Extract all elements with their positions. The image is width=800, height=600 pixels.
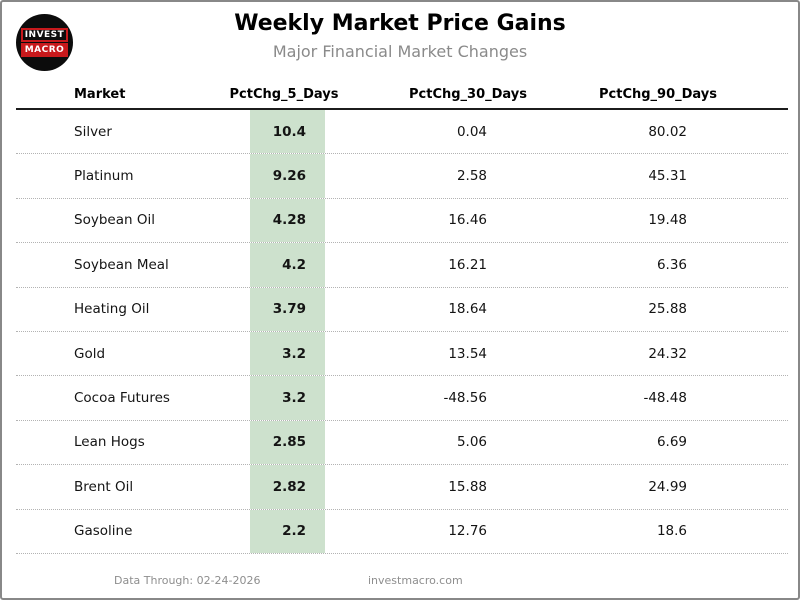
pctchg-5-value: 9.26 xyxy=(250,154,325,198)
table-row: Gasoline 2.2 12.76 18.6 xyxy=(16,509,788,554)
pctchg-30-value: 16.21 xyxy=(448,256,487,273)
market-name: Soybean Meal xyxy=(74,256,169,273)
table-row: Brent Oil 2.82 15.88 24.99 xyxy=(16,465,788,510)
website-label: investmacro.com xyxy=(368,574,463,587)
pctchg-5-value: 4.28 xyxy=(250,198,325,243)
pctchg-30-value: 2.58 xyxy=(456,168,487,185)
pctchg-30-value: 0.04 xyxy=(456,123,487,140)
data-through-label: Data Through: 02-24-2026 xyxy=(114,574,261,587)
pctchg-30-value: 13.54 xyxy=(448,345,487,362)
pctchg-5-value: 4.2 xyxy=(250,243,325,287)
pctchg-5-value: 3.2 xyxy=(250,376,325,420)
pctchg-30-value: 18.64 xyxy=(448,301,487,318)
logo-macro-text: MACRO xyxy=(20,43,69,58)
market-name: Platinum xyxy=(74,168,134,185)
table-column-headers: Market PctChg_5_Days PctChg_30_Days PctC… xyxy=(2,87,798,109)
column-header-pctchg-90-days: PctChg_90_Days xyxy=(598,87,718,102)
pctchg-5-value: 3.2 xyxy=(250,331,325,376)
pctchg-90-value: 18.6 xyxy=(656,523,687,540)
pctchg-30-value: 16.46 xyxy=(448,212,487,229)
table-row: Soybean Meal 4.2 16.21 6.36 xyxy=(16,243,788,288)
pctchg-5-value: 2.82 xyxy=(250,465,325,509)
pctchg-5-value: 2.85 xyxy=(250,420,325,465)
table-row: Cocoa Futures 3.2 -48.56 -48.48 xyxy=(16,376,788,421)
pctchg-5-value: 10.4 xyxy=(250,110,325,154)
header-divider-line xyxy=(16,108,788,110)
pctchg-90-value: 45.31 xyxy=(648,168,687,185)
pctchg-30-value: 15.88 xyxy=(448,478,487,495)
market-name: Soybean Oil xyxy=(74,212,155,229)
pctchg-5-value: 2.2 xyxy=(250,509,325,553)
table-row: Gold 3.2 13.54 24.32 xyxy=(16,331,788,377)
pctchg-5-value: 3.79 xyxy=(250,287,325,331)
market-name: Brent Oil xyxy=(74,478,134,495)
market-name: Gasoline xyxy=(74,523,133,540)
pctchg-90-value: 19.48 xyxy=(648,212,687,229)
pctchg-30-value: 12.76 xyxy=(448,523,487,540)
market-name: Heating Oil xyxy=(74,301,150,318)
column-header-pctchg-5-days: PctChg_5_Days xyxy=(229,87,339,102)
pctchg-90-value: 24.32 xyxy=(648,345,687,362)
column-header-market: Market xyxy=(74,87,126,102)
table-row: Heating Oil 3.79 18.64 25.88 xyxy=(16,287,788,332)
table-row: Soybean Oil 4.28 16.46 19.48 xyxy=(16,198,788,244)
column-header-pctchg-30-days: PctChg_30_Days xyxy=(408,87,528,102)
market-table: Silver 10.4 0.04 80.02 Platinum 9.26 2.5… xyxy=(16,110,788,554)
pctchg-90-value: 6.69 xyxy=(656,434,687,451)
table-row: Silver 10.4 0.04 80.02 xyxy=(16,110,788,155)
logo-invest-text: INVEST xyxy=(20,27,69,42)
market-name: Silver xyxy=(74,123,112,140)
pctchg-90-value: 25.88 xyxy=(648,301,687,318)
page-subtitle: Major Financial Market Changes xyxy=(272,42,528,61)
pctchg-90-value: 80.02 xyxy=(648,123,687,140)
market-name: Gold xyxy=(74,345,106,362)
pctchg-30-value: -48.56 xyxy=(443,390,487,407)
table-row: Lean Hogs 2.85 5.06 6.69 xyxy=(16,420,788,466)
pctchg-90-value: 24.99 xyxy=(648,478,687,495)
pctchg-30-value: 5.06 xyxy=(456,434,487,451)
market-name: Lean Hogs xyxy=(74,434,145,451)
page-title: Weekly Market Price Gains xyxy=(234,11,566,36)
pctchg-90-value: 6.36 xyxy=(656,256,687,273)
investmacro-logo: INVEST MACRO xyxy=(16,14,73,71)
table-row: Platinum 9.26 2.58 45.31 xyxy=(16,154,788,199)
pctchg-90-value: -48.48 xyxy=(643,390,687,407)
market-name: Cocoa Futures xyxy=(74,390,170,407)
